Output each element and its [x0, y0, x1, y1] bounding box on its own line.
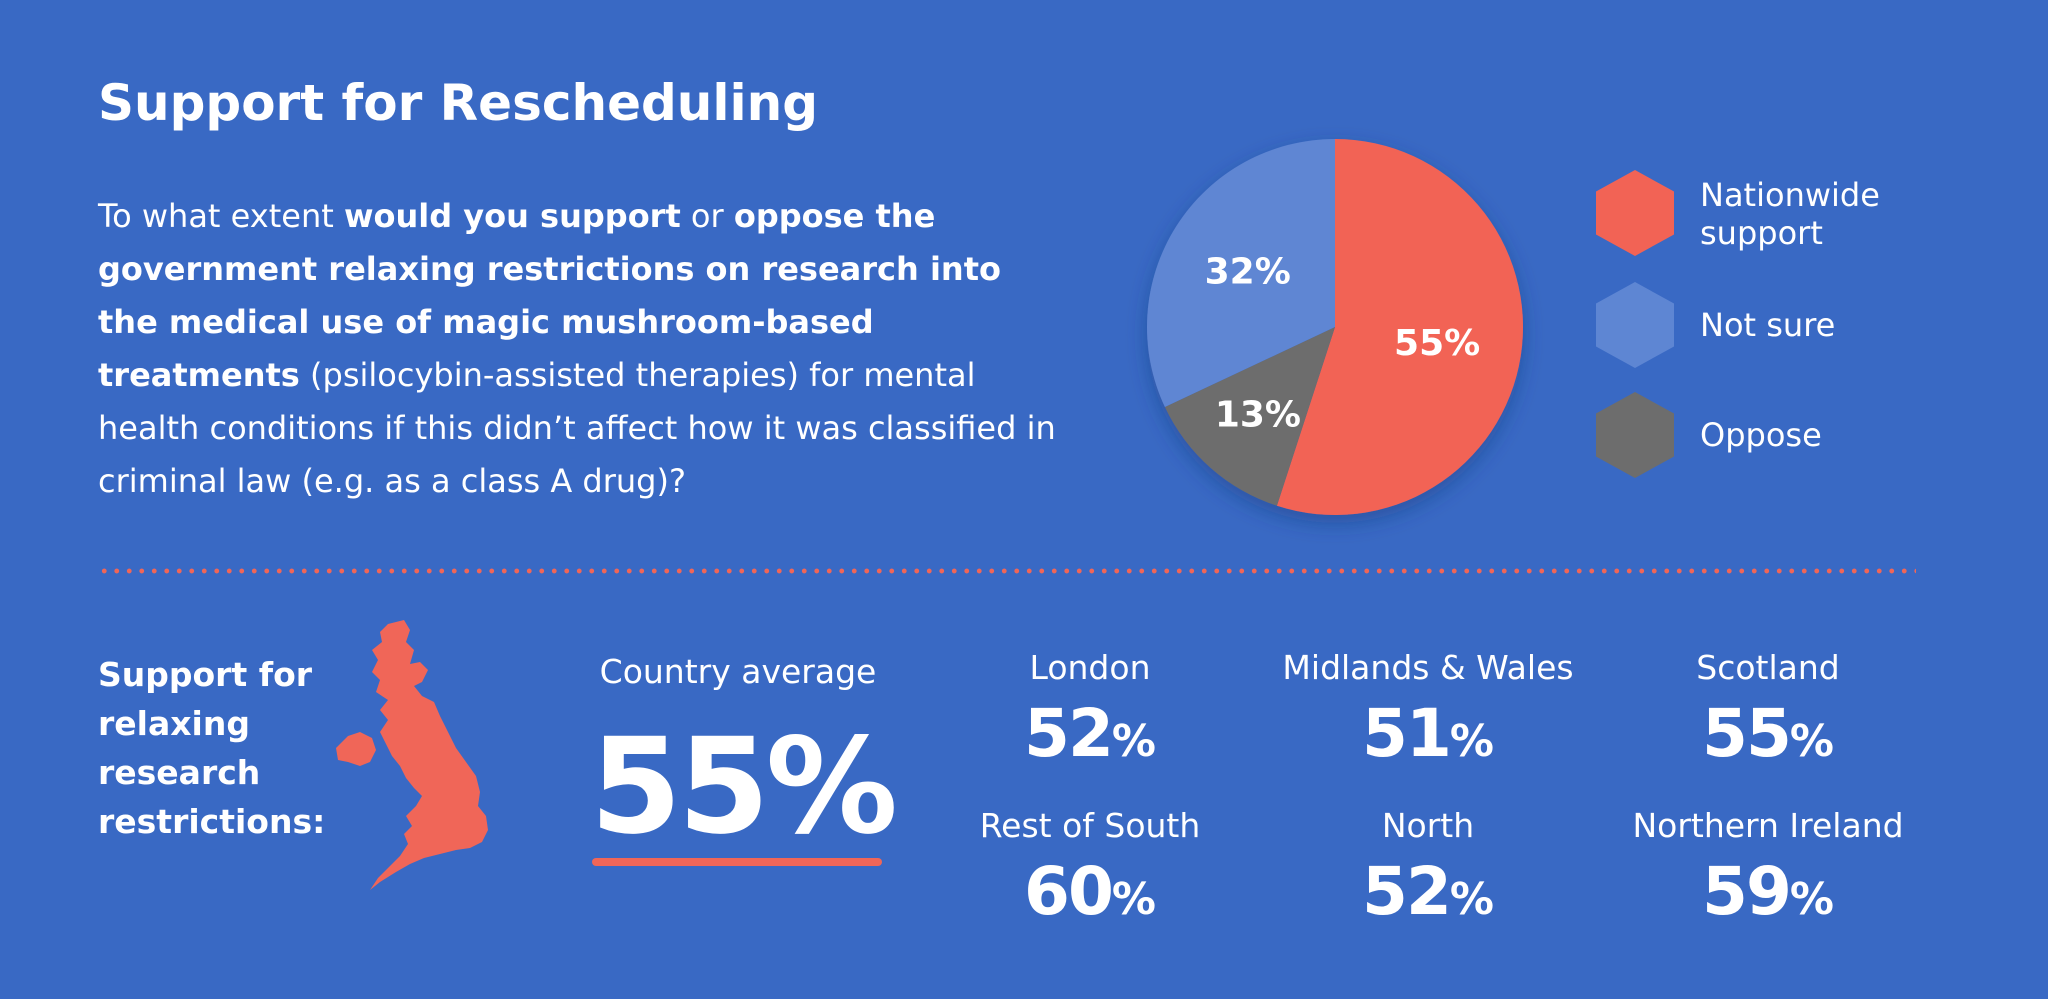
region-number: 52 — [1362, 853, 1452, 930]
region-north: North 52% — [1268, 806, 1588, 939]
question-part-bold: would you support — [343, 197, 681, 235]
hexagon-icon — [1596, 392, 1674, 478]
legend-swatch — [1596, 392, 1674, 478]
region-scotland: Scotland 55% — [1608, 648, 1928, 781]
question-part: or — [680, 197, 734, 235]
region-number: 59 — [1702, 853, 1792, 930]
pie-slice-label: 32% — [1205, 252, 1291, 293]
legend-label: Not sure — [1700, 306, 1836, 344]
support-label: Support for relaxing research restrictio… — [98, 655, 326, 841]
dotted-divider — [98, 568, 1916, 574]
region-number: 52 — [1024, 695, 1114, 772]
region-value: 52% — [930, 695, 1250, 781]
region-midlands-wales: Midlands & Wales 51% — [1268, 648, 1588, 781]
pie-slice-not-sure — [1147, 139, 1335, 408]
region-name: London — [1029, 648, 1151, 687]
legend-item-oppose: Oppose — [1596, 392, 2016, 478]
region-unit: % — [1111, 716, 1156, 767]
uk-map-icon — [336, 620, 488, 890]
region-name: Northern Ireland — [1632, 806, 1904, 845]
region-value: 60% — [930, 853, 1250, 939]
country-average-label: Country average — [599, 652, 877, 691]
region-name: Midlands & Wales — [1282, 648, 1574, 687]
legend-swatch — [1596, 282, 1674, 368]
pie-slice-label: 13% — [1215, 394, 1301, 435]
region-name: North — [1381, 806, 1475, 845]
region-unit: % — [1789, 874, 1834, 925]
region-value: 51% — [1268, 695, 1588, 781]
survey-question: To what extent would you support or oppo… — [98, 190, 1058, 508]
region-number: 60 — [1024, 853, 1114, 930]
question-part: To what extent — [98, 197, 344, 235]
pie-chart: 55% 13% 32% — [1140, 132, 1530, 522]
region-unit: % — [1449, 874, 1494, 925]
region-name: Rest of South — [979, 806, 1201, 845]
pie-chart-svg: 55% 13% 32% — [1147, 139, 1524, 516]
legend-swatch — [1596, 170, 1674, 256]
region-unit: % — [1449, 716, 1494, 767]
legend-label: Oppose — [1700, 416, 1822, 454]
region-number: 55 — [1702, 695, 1792, 772]
legend-item-support: Nationwide support — [1596, 170, 2016, 256]
region-name: Scotland — [1696, 648, 1840, 687]
pie-slice-oppose — [1164, 327, 1335, 506]
region-value: 55% — [1608, 695, 1928, 781]
region-value: 52% — [1268, 853, 1588, 939]
region-unit: % — [1789, 716, 1834, 767]
legend-item-not-sure: Not sure — [1596, 282, 2016, 368]
hexagon-icon — [1596, 170, 1674, 256]
country-average-value: 55% — [590, 710, 898, 864]
legend-label: Nationwide support — [1700, 176, 1880, 252]
question-part-bold: oppose the government relaxing restricti… — [98, 197, 1001, 394]
question-part: (psilocybin-assisted therapies) for ment… — [98, 356, 1056, 500]
region-value: 59% — [1608, 853, 1928, 939]
hexagon-icon — [1596, 282, 1674, 368]
pie-slice-nationwide-support — [1276, 139, 1524, 516]
region-rest-of-south: Rest of South 60% — [930, 806, 1250, 939]
page-title: Support for Rescheduling — [98, 74, 819, 132]
region-unit: % — [1111, 874, 1156, 925]
region-london: London 52% — [930, 648, 1250, 781]
region-number: 51 — [1362, 695, 1452, 772]
country-average-underline — [592, 858, 882, 866]
region-northern-ireland: Northern Ireland 59% — [1608, 806, 1928, 939]
pie-slice-label: 55% — [1394, 323, 1480, 364]
